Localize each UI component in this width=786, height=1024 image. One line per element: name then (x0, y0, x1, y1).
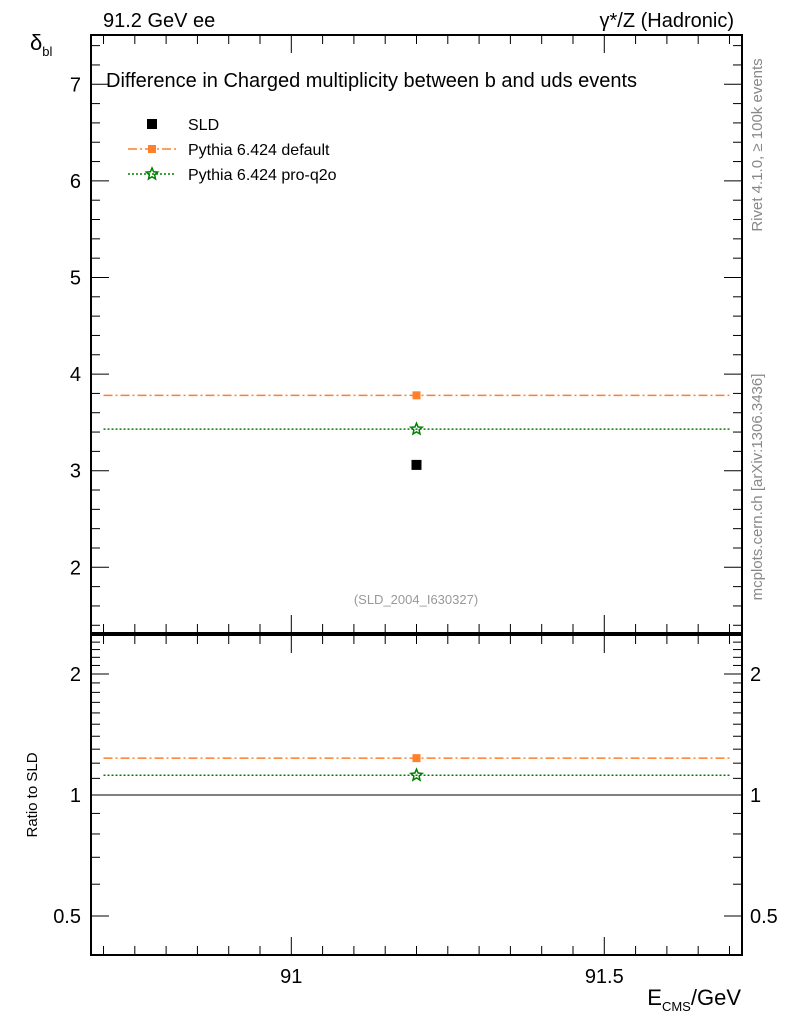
series-point-1 (412, 391, 421, 400)
ratio-point-0 (412, 754, 421, 763)
main-frame (90, 34, 743, 634)
top-left-label: 91.2 GeV ee (103, 10, 215, 32)
ratio-y-tick-label-right: 2 (750, 664, 761, 686)
ratio-y-tick-label-right: 1 (750, 785, 761, 807)
y-tick-label: 5 (70, 267, 81, 289)
x-label-main: E (647, 985, 662, 1010)
legend-marker-0 (147, 119, 157, 129)
ratio-point-1 (408, 767, 425, 782)
data-point-sld (411, 459, 422, 470)
series-point-2 (408, 421, 425, 436)
y-label-sub: bl (42, 44, 52, 59)
legend-marker-1 (148, 145, 156, 153)
y-tick-label: 2 (70, 557, 81, 579)
y-tick-label: 7 (70, 74, 81, 96)
ratio-y-label: Ratio to SLD (24, 752, 41, 837)
x-axis-label: ECMS/GeV (647, 985, 741, 1014)
ratio-y-tick-label: 0.5 (53, 906, 81, 928)
chart-title: Difference in Charged multiplicity betwe… (106, 70, 637, 92)
y-tick-label: 3 (70, 461, 81, 483)
x-tick-label: 91 (280, 966, 302, 988)
y-tick-label: 4 (70, 364, 81, 386)
chart-marks: 2 3 4 5 6 7 0.5 0.5 1 1 2 2 91 91.5 (53, 35, 778, 988)
ratio-y-tick-label-right: 0.5 (750, 906, 778, 928)
ratio-y-tick-label: 1 (70, 785, 81, 807)
ratio-frame (90, 634, 743, 956)
top-right-label: γ*/Z (Hadronic) (600, 10, 734, 32)
legend-label-0: SLD (188, 117, 219, 134)
rivet-label: Rivet 4.1.0, ≥ 100k events (749, 58, 766, 231)
ratio-y-tick-label: 2 (70, 664, 81, 686)
y-tick-label: 6 (70, 171, 81, 193)
legend-marker-2 (144, 166, 160, 181)
legend: SLD Pythia 6.424 default Pythia 6.424 pro-… (128, 117, 337, 184)
legend-label-1: Pythia 6.424 default (188, 142, 330, 159)
x-label-sub: CMS (662, 999, 691, 1014)
mcplots-label: mcplots.cern.ch [arXiv:1306.3436] (749, 374, 766, 601)
legend-label-2: Pythia 6.424 pro-q2o (188, 167, 337, 184)
x-tick-label: 91.5 (585, 966, 624, 988)
y-axis-label: δbl (30, 30, 52, 59)
y-label-main: δ (30, 30, 42, 55)
x-label-suffix: /GeV (691, 985, 741, 1010)
analysis-label: (SLD_2004_I630327) (354, 592, 478, 607)
